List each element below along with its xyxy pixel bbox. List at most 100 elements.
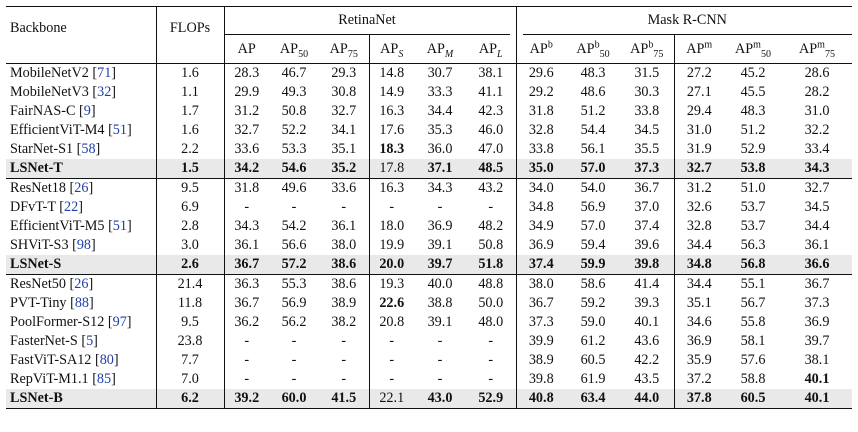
metric-value: 38.0	[515, 274, 566, 294]
metric-value: 28.6	[782, 63, 852, 83]
metric-value: 14.8	[368, 63, 414, 83]
table-row: StarNet-S1 [58] 2.2 33.6 53.3 35.1 18.3 36.0 47…	[6, 140, 852, 159]
metric-value: 36.2	[223, 313, 269, 332]
metric-value: 32.7	[331, 103, 357, 119]
metric-value: 56.9	[281, 295, 307, 311]
col-header-retinanet-3: APS	[368, 35, 414, 64]
metric-value: 48.6	[580, 84, 606, 100]
backbone-name: DFvT-T [22]	[10, 199, 83, 215]
metric-value: 57.0	[566, 159, 620, 179]
metric-value: 43.5	[634, 371, 660, 387]
metric-value: 37.3	[804, 295, 830, 311]
metric-value: 57.2	[269, 255, 319, 275]
metric-value: 36.7	[515, 294, 566, 313]
metric-value: -	[341, 352, 347, 368]
metric-value: 35.1	[331, 141, 357, 157]
table-row: LSNet-B 6.2 39.2 60.0 41.5 22.1 43.0 52.9 40.8 63…	[6, 389, 852, 409]
metric-value: 32.6	[673, 198, 724, 217]
citation-link[interactable]: [51]	[104, 218, 132, 234]
metric-value: 53.8	[724, 159, 782, 179]
metric-value: 37.4	[515, 255, 566, 275]
flops-value: 6.9	[155, 198, 224, 217]
metric-value: 34.8	[515, 198, 566, 217]
backbone-name: EfficientViT-M5 [51]	[10, 218, 132, 234]
flops-value: 23.8	[155, 332, 224, 351]
citation-link[interactable]: [58]	[73, 141, 101, 157]
metric-value: 58.1	[740, 333, 766, 349]
citation-link[interactable]: [26]	[65, 276, 94, 292]
citation-link[interactable]: [5]	[77, 333, 98, 349]
citation-link[interactable]: [22]	[55, 199, 83, 215]
citation-link[interactable]: [80]	[91, 352, 119, 368]
metric-value: 31.8	[223, 178, 269, 198]
metric-value: 39.9	[515, 332, 566, 351]
metric-value: 28.3	[223, 63, 269, 83]
citation-link[interactable]: [51]	[104, 122, 132, 138]
flops-value: 1.6	[155, 121, 224, 140]
metric-value: 50.0	[478, 295, 504, 311]
metric-value: 27.1	[673, 83, 724, 102]
metric-value: 52.9	[466, 389, 516, 409]
flops-value: 2.6	[155, 255, 224, 275]
header-row-groups: Backbone FLOPs RetinaNet Mask R-CNN	[6, 6, 852, 64]
metric-value: 34.9	[515, 217, 566, 236]
metric-value: 38.6	[319, 274, 369, 294]
citation-link[interactable]: [71]	[88, 65, 117, 81]
metric-value: 33.6	[319, 178, 369, 198]
metric-value: 57.6	[740, 352, 766, 368]
metric-value: 51.0	[724, 178, 782, 198]
metric-value: 37.0	[634, 199, 660, 215]
metric-value: 29.9	[223, 83, 269, 102]
metric-value: 37.3	[515, 313, 566, 332]
metric-value: 33.6	[223, 140, 269, 159]
citation-link[interactable]: [97]	[104, 314, 132, 330]
citation-link[interactable]: [9]	[75, 103, 96, 119]
metric-value: 59.4	[580, 237, 606, 253]
metric-value: 31.8	[515, 102, 566, 121]
citation-link[interactable]: [32]	[88, 84, 117, 100]
metric-value: 34.8	[673, 255, 724, 275]
backbone-name: MobileNetV2 [71]	[6, 63, 156, 83]
metric-value: 29.2	[515, 83, 566, 102]
metric-value: 48.5	[466, 159, 516, 179]
backbone-name: RepViT-M1.1 [85]	[10, 371, 116, 387]
metric-value: 36.1	[331, 218, 357, 234]
metric-value: 16.3	[368, 178, 414, 198]
metric-value: 39.8	[620, 255, 674, 275]
flops-value: 1.5	[155, 159, 224, 179]
metric-value: 40.1	[782, 389, 852, 409]
metric-value: 51.2	[580, 103, 606, 119]
metric-value: 35.2	[319, 159, 369, 179]
citation-link[interactable]: [98]	[68, 237, 96, 253]
metric-value: 18.3	[368, 140, 414, 159]
citation-link[interactable]: [88]	[66, 295, 94, 311]
metric-value: 32.8	[673, 217, 724, 236]
metric-value: 34.6	[673, 313, 724, 332]
metric-value: 53.7	[740, 199, 766, 215]
metric-value: 35.0	[515, 159, 566, 179]
table-row: PoolFormer-S12 [97] 9.5 36.2 56.2 38.2 20.8 39…	[6, 313, 852, 332]
metric-value: 37.8	[673, 389, 724, 409]
metric-value: -	[368, 351, 414, 370]
backbone-name: FairNAS-C [9]	[10, 103, 96, 119]
metric-value: 34.1	[331, 122, 357, 138]
col-header-maskrcnn-1: APb50	[576, 39, 610, 60]
metric-value: 46.0	[478, 122, 504, 138]
metric-value: -	[437, 199, 443, 215]
metric-value: 47.0	[478, 141, 504, 157]
metric-value: 18.0	[368, 217, 414, 236]
metric-value: 40.8	[515, 389, 566, 409]
citation-link[interactable]: [85]	[88, 371, 116, 387]
metric-value: 38.1	[466, 63, 516, 83]
flops-value: 7.7	[155, 351, 224, 370]
backbone-name: PoolFormer-S12 [97]	[10, 314, 132, 330]
metric-value: 33.8	[634, 103, 660, 119]
citation-link[interactable]: [26]	[65, 180, 94, 196]
metric-value: 60.5	[724, 389, 782, 409]
metric-value: 34.3	[782, 159, 852, 179]
metric-value: 30.7	[414, 63, 466, 83]
table-row: ResNet50 [26] 21.4 36.3 55.3 38.6 19.3 40.0 48.…	[6, 274, 852, 294]
metric-value: 34.3	[414, 178, 466, 198]
backbone-name: SHViT-S3 [98]	[10, 237, 96, 253]
table-row: ResNet18 [26] 9.5 31.8 49.6 33.6 16.3 34.3 43.2…	[6, 178, 852, 198]
